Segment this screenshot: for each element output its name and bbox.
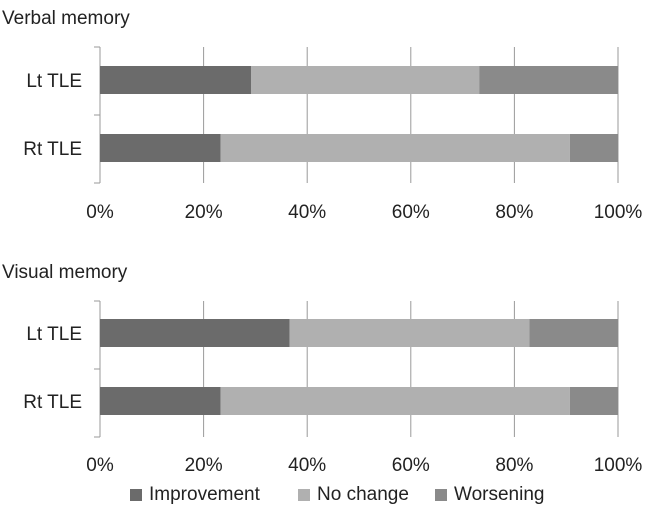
legend-swatch [435, 489, 447, 501]
category-label: Rt TLE [23, 139, 82, 160]
bar-segment-worsening [569, 387, 618, 415]
legend-label: No change [317, 484, 409, 505]
chart-title: Visual memory [2, 262, 128, 283]
x-tick-label: 40% [288, 202, 326, 223]
x-tick-label: 0% [86, 455, 114, 476]
bar-segment-no-change [289, 319, 530, 347]
x-tick-label: 40% [288, 455, 326, 476]
x-tick-label: 80% [495, 455, 533, 476]
bar-segment-no-change [220, 387, 570, 415]
legend-swatch [298, 489, 310, 501]
x-tick-label: 20% [185, 455, 223, 476]
x-tick-label: 60% [392, 455, 430, 476]
legend-label: Improvement [149, 484, 261, 505]
x-tick-label: 0% [86, 202, 114, 223]
bar-segment-worsening [569, 134, 618, 162]
x-tick-label: 100% [594, 455, 643, 476]
category-label: Lt TLE [26, 71, 82, 92]
bar-segment-improvement [100, 387, 221, 415]
bar-segment-improvement [100, 66, 252, 94]
bar-segment-worsening [529, 319, 618, 347]
x-tick-label: 60% [392, 202, 430, 223]
legend-swatch [130, 489, 142, 501]
x-tick-label: 20% [185, 202, 223, 223]
bar-segment-improvement [100, 134, 221, 162]
category-label: Rt TLE [23, 392, 82, 413]
bar-segment-worsening [479, 66, 618, 94]
bar-segment-improvement [100, 319, 290, 347]
x-tick-label: 100% [594, 202, 643, 223]
x-tick-label: 80% [495, 202, 533, 223]
category-label: Lt TLE [26, 324, 82, 345]
bar-segment-no-change [251, 66, 480, 94]
chart-title: Verbal memory [2, 8, 130, 29]
legend-label: Worsening [454, 484, 544, 505]
bar-segment-no-change [220, 134, 570, 162]
